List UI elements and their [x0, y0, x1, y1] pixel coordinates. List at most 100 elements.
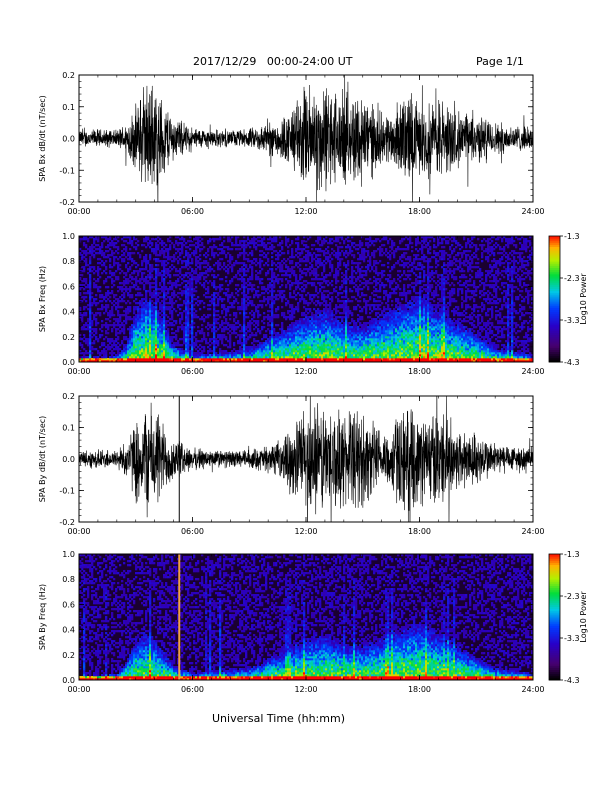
colorbar-segment [549, 292, 560, 296]
colorbar-segment [549, 560, 560, 563]
colorbar-segment [549, 640, 560, 643]
panel-1 [78, 74, 534, 203]
colorbar-segment [549, 307, 560, 310]
colorbar-segment [549, 677, 560, 681]
colorbar-segment [549, 598, 560, 601]
colorbar-segment [549, 669, 560, 673]
colorbar-segment [549, 275, 560, 279]
colorbar-segment [549, 589, 560, 593]
colorbar-segment [549, 353, 560, 357]
colorbar-segment [549, 265, 560, 268]
colorbar-segment [549, 317, 560, 321]
x-tick-label: 12:00 [294, 207, 317, 216]
colorbar-segment [549, 635, 560, 639]
colorbar-segment [549, 614, 560, 618]
colorbar-segment [549, 585, 560, 589]
colorbar-segment [549, 315, 560, 319]
colorbar-tick-label: -2.3 [564, 274, 580, 283]
colorbar-segment [549, 554, 560, 557]
colorbar-segment [549, 267, 560, 271]
colorbar-segment [549, 650, 560, 654]
colorbar-segment [549, 642, 560, 645]
colorbar-segment [549, 564, 560, 568]
colorbar-segment [549, 617, 560, 620]
colorbar-segment [549, 606, 560, 610]
y-tick-label: 0.6 [62, 600, 75, 609]
colorbar-segment [549, 311, 560, 315]
colorbar-segment [549, 646, 560, 649]
x-tick-label: 00:00 [67, 685, 90, 694]
waveform-trace [79, 75, 533, 202]
colorbar-segment [549, 579, 560, 582]
y-tick-label: 0.0 [62, 455, 75, 464]
colorbar-segment [549, 572, 560, 576]
colorbar-segment [549, 570, 560, 574]
colorbar-segment [549, 343, 560, 346]
colorbar-label: Log10 Power [579, 273, 588, 325]
colorbar-segment [549, 602, 560, 605]
colorbar-segment [549, 338, 560, 342]
colorbar-segment [549, 309, 560, 313]
y-tick-label: 0.2 [62, 392, 75, 401]
colorbar-tick-label: -1.3 [564, 550, 580, 559]
colorbar-segment [549, 351, 560, 355]
colorbar-segment [549, 648, 560, 652]
y-tick-label: 0.2 [62, 651, 75, 660]
y-tick-label: 0.0 [62, 358, 75, 367]
y-tick-label: 0.2 [62, 71, 75, 80]
colorbar-frame [548, 553, 561, 681]
colorbar-segment [549, 575, 560, 578]
colorbar-segment [549, 644, 560, 647]
y-tick-label: 0.0 [62, 676, 75, 685]
colorbar-segment [549, 294, 560, 298]
colorbar-segment [549, 273, 560, 277]
page-number: Page 1/1 [476, 55, 524, 68]
colorbar-segment [549, 355, 560, 359]
x-tick-label: 24:00 [521, 207, 544, 216]
colorbar-segment [549, 619, 560, 622]
colorbar-segment [549, 556, 560, 559]
colorbar-segment [549, 652, 560, 656]
colorbar-segment [549, 246, 560, 250]
colorbar-segment [549, 562, 560, 565]
colorbar-segment [549, 336, 560, 340]
x-tick-label: 12:00 [294, 527, 317, 536]
y-tick-label: 0.2 [62, 333, 75, 342]
colorbar-tick-label: -3.3 [564, 634, 580, 643]
x-tick-label: 06:00 [181, 685, 204, 694]
colorbar-segment [549, 654, 560, 658]
colorbar-segment [549, 248, 560, 252]
colorbar-tick-label: -3.3 [564, 316, 580, 325]
x-tick-label: 00:00 [67, 367, 90, 376]
y-axis-label: SPA By dB/dt (nT/sec) [38, 416, 47, 503]
colorbar-segment [549, 581, 560, 584]
colorbar-segment [549, 347, 560, 350]
colorbar-frame [548, 235, 561, 363]
x-tick-label: 00:00 [67, 207, 90, 216]
y-tick-label: 1.0 [62, 232, 75, 241]
heatmap-cells [79, 236, 534, 363]
colorbar-segment [549, 282, 560, 285]
colorbar-segment [549, 621, 560, 624]
colorbar-segment [549, 566, 560, 570]
colorbar-segment [549, 259, 560, 262]
colorbar-segment [549, 596, 560, 599]
date-range-title: 2017/12/29 00:00-24:00 UT [193, 55, 353, 68]
colorbar-segment [549, 286, 560, 289]
colorbar-segment [549, 269, 560, 273]
y-tick-label: 0.4 [62, 626, 75, 635]
colorbar-segment [549, 240, 560, 243]
colorbar-segment [549, 238, 560, 241]
colorbar-segment [549, 341, 560, 344]
x-tick-label: 24:00 [521, 367, 544, 376]
colorbar-segment [549, 332, 560, 336]
colorbar-tick-label: -4.3 [564, 358, 580, 367]
x-tick-label: 18:00 [408, 527, 431, 536]
colorbar-segment [549, 299, 560, 302]
colorbar-segment [549, 254, 560, 258]
colorbar-segment [549, 330, 560, 334]
x-tick-label: 24:00 [521, 685, 544, 694]
colorbar-segment [549, 591, 560, 595]
colorbar-segment [549, 675, 560, 679]
